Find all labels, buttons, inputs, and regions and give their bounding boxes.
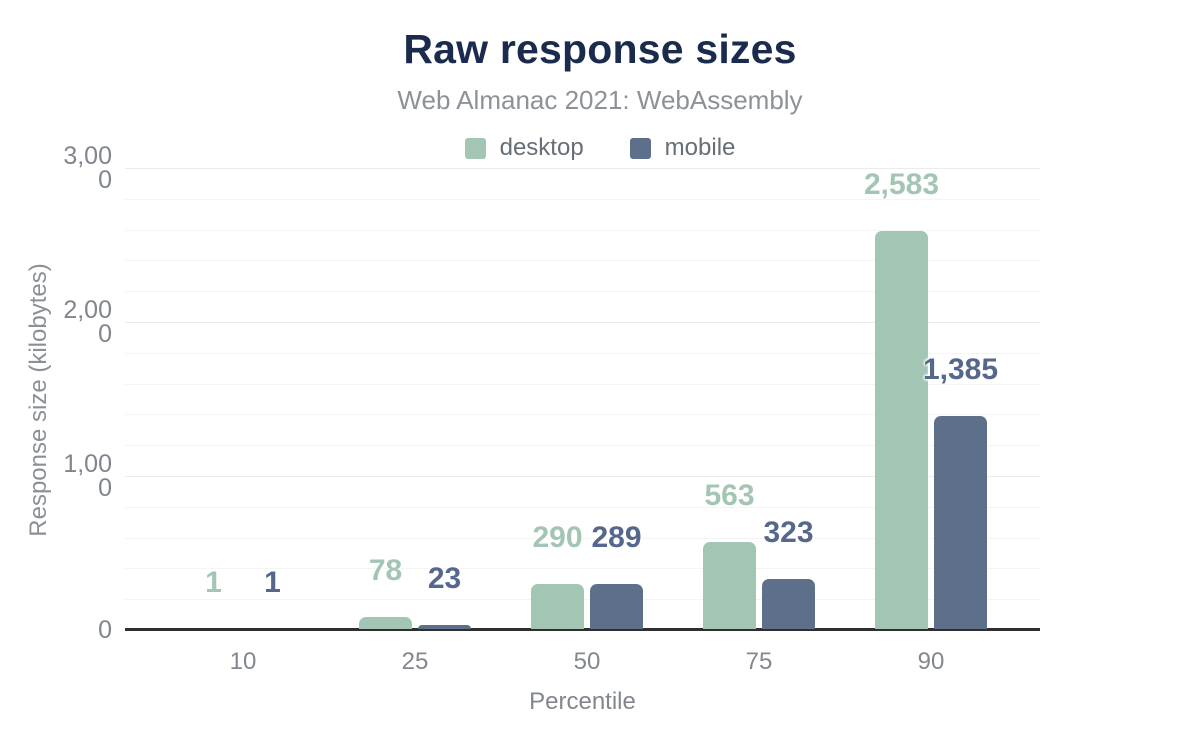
bar-label-desktop-p25: 78	[368, 553, 403, 587]
gridline-1000	[125, 476, 1040, 477]
y-tick-label-1000: 1,00 0	[63, 450, 112, 502]
gridline-1400	[125, 414, 1040, 416]
bar-label-desktop-p75: 563	[704, 479, 755, 513]
x-axis-title: Percentile	[529, 688, 636, 715]
bar-label-desktop-p10: 1	[205, 566, 222, 599]
gridline-2000	[125, 322, 1040, 323]
legend-label-desktop: desktop	[499, 134, 584, 161]
gridline-2200	[125, 291, 1040, 293]
bar-label-mobile-p25: 23	[427, 562, 462, 596]
chart-title: Raw response sizes	[403, 26, 797, 72]
bar-desktop-p75	[703, 542, 756, 629]
gridline-600	[125, 537, 1040, 539]
x-tick-label-10: 10	[229, 648, 257, 675]
legend-item-desktop: desktop	[464, 134, 584, 162]
bar-desktop-p50	[531, 584, 584, 629]
bar-mobile-p90	[934, 415, 987, 629]
legend-swatch-mobile	[629, 137, 651, 159]
bar-mobile-p50	[590, 584, 643, 629]
bar-label-desktop-p90: 2,583	[863, 168, 940, 202]
legend-swatch-desktop	[464, 137, 486, 159]
chart-subtitle: Web Almanac 2021: WebAssembly	[397, 85, 803, 115]
legend: desktop mobile	[0, 134, 1200, 162]
gridline-2400	[125, 260, 1040, 262]
bar-desktop-p90	[875, 231, 928, 629]
y-tick-label-2000: 2,00 0	[63, 296, 112, 348]
bar-label-mobile-p75: 323	[763, 516, 814, 550]
gridline-1600	[125, 383, 1040, 385]
y-tick-label-3000: 3,00 0	[63, 142, 112, 194]
gridline-800	[125, 506, 1040, 508]
gridline-2600	[125, 229, 1040, 231]
y-tick-label-0: 0	[98, 616, 112, 644]
x-tick-label-90: 90	[917, 648, 945, 675]
x-tick-label-75: 75	[745, 648, 773, 675]
x-axis-line	[125, 628, 1040, 631]
gridline-2800	[125, 198, 1040, 200]
bar-mobile-p75	[762, 579, 815, 629]
bar-desktop-p25	[359, 616, 412, 629]
x-tick-label-50: 50	[573, 648, 601, 675]
gridline-3000	[125, 168, 1040, 169]
legend-item-mobile: mobile	[629, 134, 736, 162]
gridline-1200	[125, 445, 1040, 447]
gridline-1800	[125, 352, 1040, 354]
bar-label-mobile-p50: 289	[591, 521, 642, 555]
bar-label-desktop-p50: 290	[532, 521, 583, 555]
bar-label-mobile-p10: 1	[264, 566, 281, 599]
bar-label-mobile-p90: 1,385	[922, 352, 999, 386]
gridline-400	[125, 568, 1040, 570]
bar-mobile-p25	[418, 625, 471, 629]
legend-label-mobile: mobile	[664, 134, 736, 161]
x-tick-label-25: 25	[401, 648, 429, 675]
